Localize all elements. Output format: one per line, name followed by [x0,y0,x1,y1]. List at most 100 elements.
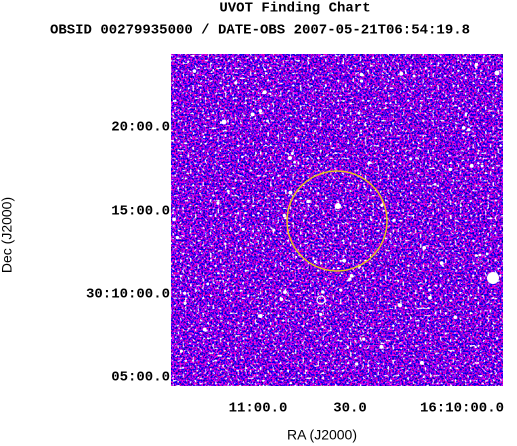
star [283,290,287,295]
star [399,71,404,76]
star [491,156,494,159]
star [209,259,213,262]
star [183,291,187,295]
star [325,154,328,157]
star [433,182,437,186]
star [357,111,361,115]
star [353,87,356,89]
star [474,345,477,349]
star [266,119,269,123]
star [257,370,260,372]
star [428,295,432,300]
star [303,122,305,124]
y-tick-label: 30:10:00.0 [86,287,170,303]
star [431,233,434,236]
star [359,72,364,77]
star [217,354,219,357]
bright-star [221,119,227,125]
star [360,132,363,135]
star [321,325,324,329]
star [448,167,453,172]
x-axis-label: RA (J2000) [287,427,357,443]
star [439,261,444,265]
star [496,337,499,340]
star [275,295,277,298]
star [321,290,325,294]
star [337,332,340,335]
star [357,121,360,124]
star [226,278,229,281]
star [179,349,183,353]
star [392,112,394,115]
star [478,253,482,257]
star [306,322,308,325]
star [250,112,255,117]
star [290,151,294,155]
star [412,74,416,78]
star [184,59,186,61]
star [202,342,205,345]
star [192,69,197,73]
star [474,62,479,67]
star [364,123,367,127]
star [422,376,425,379]
star [199,96,202,99]
star [238,223,241,226]
bright-star [487,272,499,284]
star [409,157,412,161]
bright-star [335,203,341,209]
star [240,355,243,358]
star [485,252,489,256]
star [367,161,371,165]
star [282,213,286,218]
star [419,360,424,365]
star [484,240,486,243]
x-tick-label: 16:10:00.0 [420,401,504,417]
star [312,190,314,192]
star [382,76,384,78]
star [453,315,458,320]
star [234,81,238,85]
y-tick-label: 20:00.0 [111,120,170,136]
star [474,254,478,257]
bright-star [288,156,292,160]
y-tick-label: 05:00.0 [111,370,170,386]
x-ticks: 11:00.0 30.0 16:10:00.0 [229,401,504,417]
star [346,346,350,349]
star [469,163,474,168]
sky-noise [171,54,503,386]
star [198,284,200,286]
star [307,199,311,204]
marker-circle [316,295,326,305]
y-ticks: 20:00.0 15:00.0 30:10:00.0 05:00.0 [86,120,170,386]
star [306,157,309,160]
star [241,155,244,159]
star [258,314,263,318]
star [226,189,230,193]
star [483,360,486,362]
star [224,91,227,94]
star [262,314,265,316]
star [400,347,403,350]
star [429,164,431,167]
star [457,107,461,110]
star [262,90,267,95]
star [175,235,180,240]
star [309,86,311,88]
star [213,229,216,231]
star [203,135,206,139]
star [379,344,384,349]
star [206,282,210,286]
star [415,157,418,160]
star [342,231,344,233]
star [326,248,328,250]
star [323,86,326,89]
x-tick-label: 11:00.0 [229,401,288,417]
star [428,288,431,292]
x-tick-label: 30.0 [333,401,367,417]
star [272,228,276,232]
star [338,288,343,292]
star [319,312,323,317]
star [284,284,287,287]
